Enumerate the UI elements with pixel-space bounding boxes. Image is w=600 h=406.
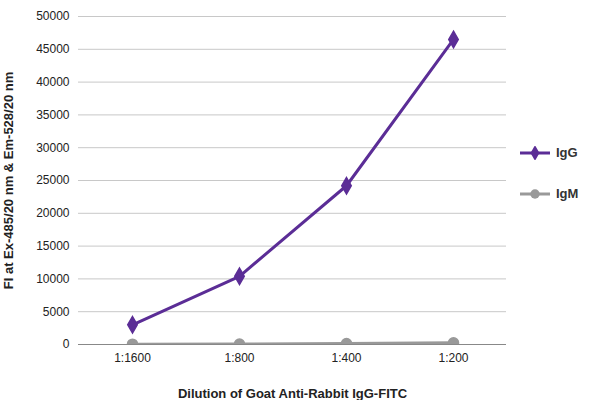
svg-text:10000: 10000	[36, 272, 70, 286]
svg-text:20000: 20000	[36, 206, 70, 220]
svg-text:1:400: 1:400	[331, 351, 361, 365]
svg-text:50000: 50000	[36, 9, 70, 23]
svg-text:1:1600: 1:1600	[114, 351, 151, 365]
svg-text:1:200: 1:200	[438, 351, 468, 365]
svg-text:30000: 30000	[36, 141, 70, 155]
svg-text:25000: 25000	[36, 173, 70, 187]
svg-text:35000: 35000	[36, 108, 70, 122]
svg-text:5000: 5000	[43, 305, 70, 319]
svg-text:40000: 40000	[36, 75, 70, 89]
html-text:IgG: IgG	[556, 145, 578, 160]
html-text:IgM: IgM	[556, 186, 579, 201]
svg-text:0: 0	[63, 337, 70, 351]
svg-text:Dilution of Goat Anti-Rabbit I: Dilution of Goat Anti-Rabbit IgG-FITC	[178, 386, 408, 401]
svg-text:15000: 15000	[36, 239, 70, 253]
svg-text:45000: 45000	[36, 42, 70, 56]
svg-text:1:800: 1:800	[224, 351, 254, 365]
svg-text:FI at Ex-485/20 nm & Em-528/20: FI at Ex-485/20 nm & Em-528/20 nm	[1, 72, 16, 289]
